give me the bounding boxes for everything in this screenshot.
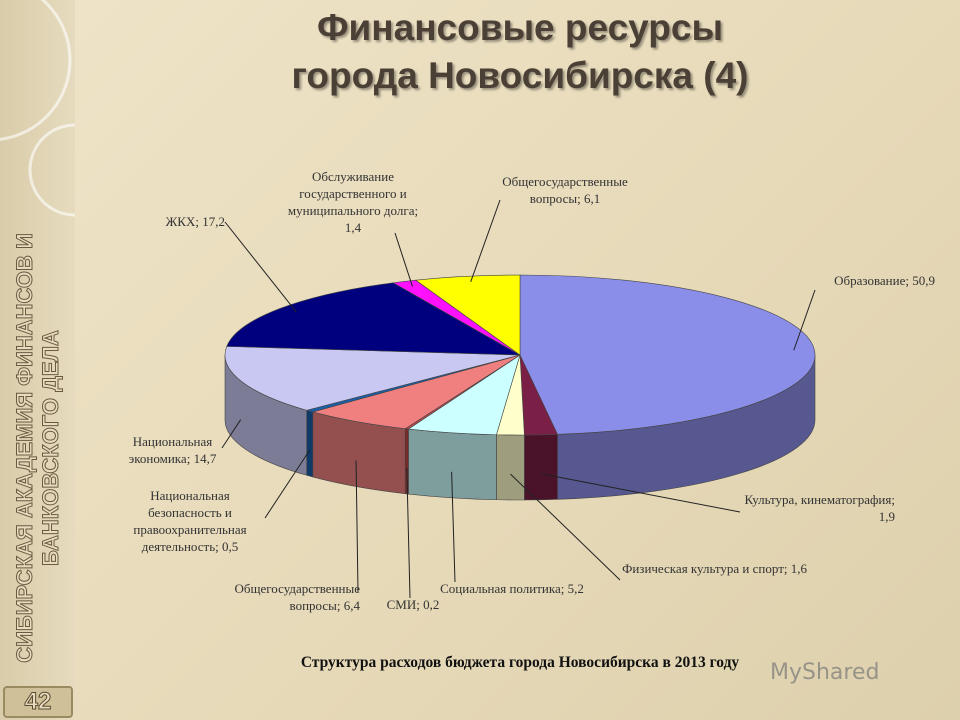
category-label: Общегосударственные вопросы <box>235 581 360 613</box>
sidebar-decor <box>0 0 75 217</box>
data-label: СМИ0,2 <box>378 596 448 613</box>
data-label: Общегосударственные вопросы6,4 <box>195 580 360 614</box>
sidebar <box>0 0 75 720</box>
category-label: Физическая культура и спорт <box>622 561 791 576</box>
value-label: 6,4 <box>343 598 360 613</box>
category-label: Общегосударственные вопросы <box>502 174 627 206</box>
title-line: Финансовые ресурсы <box>316 7 724 48</box>
title: Финансовые ресурсы города Новосибирска (… <box>200 4 840 100</box>
value-label: 0,5 <box>222 539 239 554</box>
leader-line <box>406 467 411 599</box>
data-label: Национальная безопасность и правоохранит… <box>115 487 265 555</box>
caption: Структура расходов бюджета города Новоси… <box>300 654 740 671</box>
category-label: СМИ <box>387 597 424 612</box>
leader-line <box>264 449 311 519</box>
leader-line <box>793 289 816 351</box>
leader-line <box>451 471 456 583</box>
value-label: 6,1 <box>583 191 601 206</box>
value-label: 1,9 <box>878 509 895 524</box>
leader-line <box>470 199 501 282</box>
watermark: MyShared <box>770 660 880 685</box>
data-label: Физическая культура и спорт1,6 <box>615 560 807 577</box>
slice <box>414 274 521 356</box>
slice <box>226 282 521 356</box>
leader-line <box>540 473 741 513</box>
title-line: города Новосибирска (4) <box>291 55 749 96</box>
data-label: Культура, кинематография 1,9 <box>740 491 896 525</box>
value-label: 14,7 <box>193 451 217 466</box>
data-label: Социальная политика5,2 <box>432 580 592 597</box>
leader-line <box>221 419 242 449</box>
slice-side <box>496 434 525 501</box>
leader-line <box>224 221 297 313</box>
category-label: Культура, кинематография <box>745 492 896 507</box>
value-label: 1,4 <box>344 220 362 235</box>
value-label: 0,2 <box>423 597 440 612</box>
category-label: ЖКХ <box>166 214 203 229</box>
data-label: Образование50,9 <box>790 272 935 289</box>
pie-tops <box>224 274 816 436</box>
slice-side <box>524 434 558 501</box>
leader-line <box>355 460 359 593</box>
leader-line <box>394 232 413 287</box>
leader-line <box>510 473 621 581</box>
pie-sides <box>224 354 816 501</box>
data-label: Общегосударственные вопросы6,1 <box>485 173 645 207</box>
category-label: Социальная политика <box>440 581 567 596</box>
slice <box>224 346 521 411</box>
value-label: 5,2 <box>567 581 584 596</box>
data-label: Обслуживание государственного и муниципа… <box>283 168 423 236</box>
data-label: ЖКХ17,2 <box>145 213 225 230</box>
category-label: Образование <box>834 273 912 288</box>
value-label: 1,6 <box>790 561 807 576</box>
value-label: 50,9 <box>912 273 935 288</box>
slice <box>519 274 816 435</box>
value-label: 17,2 <box>202 214 225 229</box>
category-label: Обслуживание государственного и муниципа… <box>288 169 418 218</box>
slice-side <box>306 409 314 478</box>
data-label: Национальная экономика14,7 <box>115 433 230 467</box>
page-number: 42 <box>3 686 73 718</box>
